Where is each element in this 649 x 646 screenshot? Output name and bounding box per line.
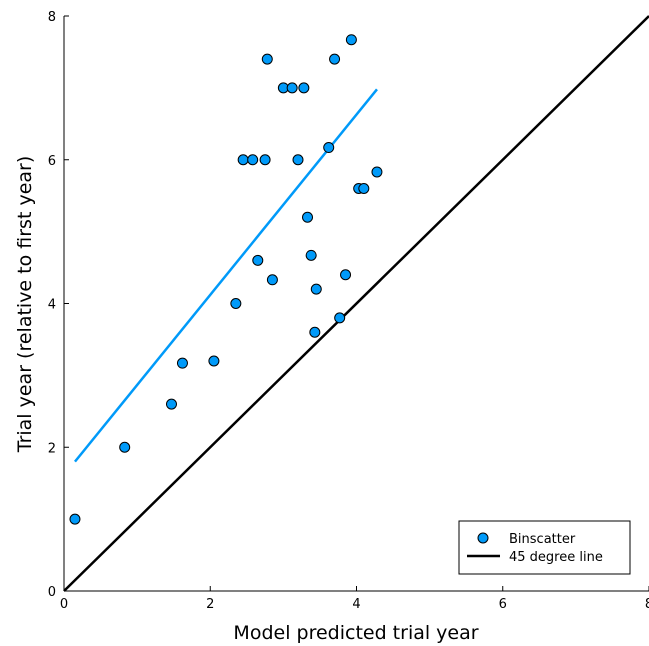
- scatter-point: [345, 34, 357, 46]
- scatter-point: [340, 269, 352, 281]
- x-tick-label: 6: [499, 597, 507, 612]
- y-tick-label: 6: [48, 154, 56, 169]
- scatter-point: [310, 283, 322, 295]
- y-axis-title: Trial year (relative to first year): [14, 156, 36, 454]
- x-tick-label: 4: [352, 597, 360, 612]
- scatter-point: [305, 249, 317, 261]
- scatter-point: [298, 82, 310, 94]
- scatter-point: [176, 357, 188, 369]
- y-ticks: 0 2 4 6 8: [48, 10, 69, 600]
- scatter-point: [371, 166, 383, 178]
- scatter-point: [292, 154, 304, 166]
- scatter-point: [252, 254, 264, 266]
- scatter-point: [334, 312, 346, 324]
- scatter-point: [309, 326, 321, 338]
- legend-box: [458, 520, 631, 575]
- x-ticks: 0 2 4 6 8: [60, 586, 649, 612]
- scatter-point: [261, 53, 273, 65]
- legend-label-binscatter: Binscatter: [509, 532, 576, 547]
- scatter-point: [323, 142, 335, 154]
- series-lines: [63, 15, 649, 592]
- x-tick-label: 0: [60, 597, 68, 612]
- scatter-point: [165, 398, 177, 410]
- scatter-point: [358, 183, 370, 194]
- series-line-45-degree-line: [63, 15, 649, 592]
- y-tick-label: 4: [48, 298, 56, 313]
- scatter-points: [69, 34, 383, 525]
- legend-marker-binscatter: [477, 532, 489, 544]
- y-tick-label: 0: [48, 585, 56, 600]
- scatter-point: [230, 298, 242, 309]
- scatter-point: [119, 441, 131, 453]
- scatter-point: [266, 274, 278, 286]
- legend-label-45-degree: 45 degree line: [509, 550, 603, 565]
- scatter-point: [259, 154, 271, 166]
- scatter-point: [208, 355, 220, 367]
- scatter-point: [237, 154, 249, 166]
- scatter-point: [69, 513, 81, 525]
- x-axis-title: Model predicted trial year: [233, 622, 478, 644]
- y-tick-label: 2: [48, 441, 56, 456]
- scatter-point: [302, 211, 314, 223]
- y-tick-label: 8: [48, 10, 56, 25]
- scatter-point: [329, 53, 341, 65]
- scatter-point: [247, 154, 259, 166]
- x-tick-label: 2: [206, 597, 214, 612]
- x-tick-label: 8: [645, 597, 649, 612]
- legend: Binscatter 45 degree line: [458, 520, 631, 575]
- scatter-point: [286, 82, 298, 94]
